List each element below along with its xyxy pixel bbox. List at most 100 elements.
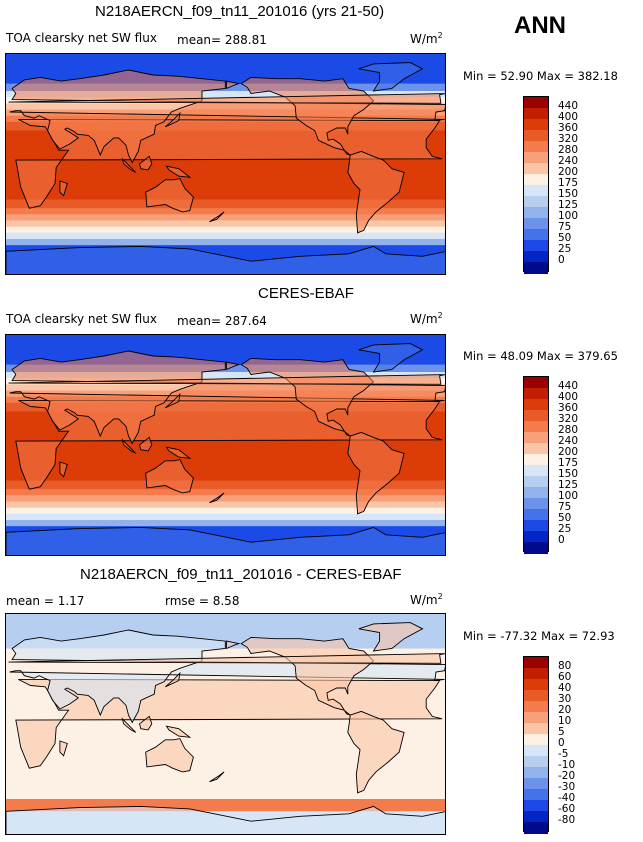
colorbar-tick-label: 280 (558, 144, 579, 156)
colorbar-swatch (524, 377, 548, 389)
colorbar-tick-label: 40 (558, 682, 572, 694)
colorbar-swatch (524, 789, 548, 801)
colorbar-tick-label: 30 (558, 693, 572, 705)
panel-3-rmse: rmse = 8.58 (165, 594, 240, 608)
panel-2-mean: mean= 287.64 (177, 314, 267, 328)
panel-3-title: N218AERCN_f09_tn11_201016 - CERES-EBAF (80, 566, 402, 583)
colorbar-tick-label: 25 (558, 243, 572, 255)
colorbar-swatch (524, 443, 548, 455)
panel-3-colorbar (523, 656, 549, 834)
panel-3-unit: W/m2 (410, 592, 443, 607)
colorbar-swatch (524, 520, 548, 532)
colorbar-swatch (524, 476, 548, 488)
colorbar-tick-label: 280 (558, 424, 579, 436)
panel-2-map (5, 334, 446, 556)
colorbar-tick-label: 100 (558, 490, 579, 502)
colorbar-swatch (524, 141, 548, 153)
panel-1-colorbar (523, 96, 549, 274)
colorbar-tick-label: 100 (558, 210, 579, 222)
panel-3-map (5, 613, 446, 835)
colorbar-tick-label: 50 (558, 232, 572, 244)
colorbar-swatch (524, 218, 548, 230)
colorbar-swatch (524, 421, 548, 433)
colorbar-tick-label: 20 (558, 704, 572, 716)
colorbar-swatch (524, 119, 548, 131)
colorbar-tick-label: 0 (558, 534, 565, 546)
colorbar-swatch (524, 498, 548, 510)
panel-2-minmax: Min = 48.09 Max = 379.65 (463, 349, 618, 363)
colorbar-tick-label: 400 (558, 111, 579, 123)
colorbar-swatch (524, 185, 548, 197)
colorbar-tick-label: 200 (558, 446, 579, 458)
colorbar-tick-label: 125 (558, 199, 579, 211)
colorbar-swatch (524, 229, 548, 241)
colorbar-tick-label: -5 (558, 748, 569, 760)
colorbar-tick-label: -80 (558, 814, 576, 826)
panel-1-title: N218AERCN_f09_tn11_201016 (yrs 21-50) (95, 3, 385, 20)
colorbar-tick-label: 440 (558, 380, 579, 392)
season-label: ANN (514, 12, 566, 39)
panel-1-minmax: Min = 52.90 Max = 382.18 (463, 69, 618, 83)
colorbar-swatch (524, 454, 548, 466)
panel-1-variable-label: TOA clearsky net SW flux (6, 31, 157, 45)
panel-2-unit: W/m2 (410, 311, 443, 326)
colorbar-swatch (524, 465, 548, 477)
panel-2-colorbar (523, 376, 549, 554)
colorbar-tick-label: -10 (558, 759, 576, 771)
colorbar-tick-label: 80 (558, 660, 572, 672)
panel-3-minmax: Min = -77.32 Max = 72.93 (463, 629, 615, 643)
colorbar-tick-label: 25 (558, 523, 572, 535)
colorbar-tick-label: 50 (558, 512, 572, 524)
colorbar-tick-label: 0 (558, 737, 565, 749)
colorbar-swatch (524, 163, 548, 175)
colorbar-swatch (524, 668, 548, 680)
colorbar-swatch (524, 701, 548, 713)
colorbar-tick-label: 150 (558, 188, 579, 200)
colorbar-swatch (524, 531, 548, 543)
colorbar-tick-label: 175 (558, 457, 579, 469)
colorbar-tick-label: 400 (558, 391, 579, 403)
colorbar-swatch (524, 745, 548, 757)
panel-1-mean: mean= 288.81 (177, 33, 267, 47)
colorbar-swatch (524, 690, 548, 702)
colorbar-tick-label: 150 (558, 468, 579, 480)
colorbar-tick-label: -40 (558, 792, 576, 804)
colorbar-tick-label: 75 (558, 221, 572, 233)
colorbar-tick-label: 10 (558, 715, 572, 727)
colorbar-swatch (524, 767, 548, 779)
colorbar-swatch (524, 723, 548, 735)
colorbar-tick-label: 320 (558, 413, 579, 425)
colorbar-swatch (524, 240, 548, 252)
colorbar-tick-label: -20 (558, 770, 576, 782)
colorbar-tick-label: 240 (558, 435, 579, 447)
colorbar-swatch (524, 130, 548, 142)
colorbar-swatch (524, 388, 548, 400)
colorbar-swatch (524, 712, 548, 724)
colorbar-tick-label: 175 (558, 177, 579, 189)
colorbar-tick-label: 60 (558, 671, 572, 683)
colorbar-swatch (524, 432, 548, 444)
colorbar-swatch (524, 399, 548, 411)
colorbar-swatch (524, 97, 548, 109)
colorbar-swatch (524, 822, 548, 834)
colorbar-tick-label: -30 (558, 781, 576, 793)
colorbar-swatch (524, 108, 548, 120)
colorbar-swatch (524, 174, 548, 186)
colorbar-swatch (524, 410, 548, 422)
colorbar-tick-label: -60 (558, 803, 576, 815)
colorbar-tick-label: 200 (558, 166, 579, 178)
colorbar-tick-label: 320 (558, 133, 579, 145)
colorbar-tick-label: 360 (558, 122, 579, 134)
panel-1-map (5, 53, 446, 275)
colorbar-tick-label: 125 (558, 479, 579, 491)
colorbar-swatch (524, 800, 548, 812)
colorbar-swatch (524, 734, 548, 746)
colorbar-swatch (524, 207, 548, 219)
colorbar-tick-label: 0 (558, 254, 565, 266)
colorbar-tick-label: 75 (558, 501, 572, 513)
colorbar-swatch (524, 679, 548, 691)
colorbar-tick-label: 5 (558, 726, 565, 738)
colorbar-swatch (524, 262, 548, 274)
panel-2-variable-label: TOA clearsky net SW flux (6, 312, 157, 326)
colorbar-swatch (524, 152, 548, 164)
